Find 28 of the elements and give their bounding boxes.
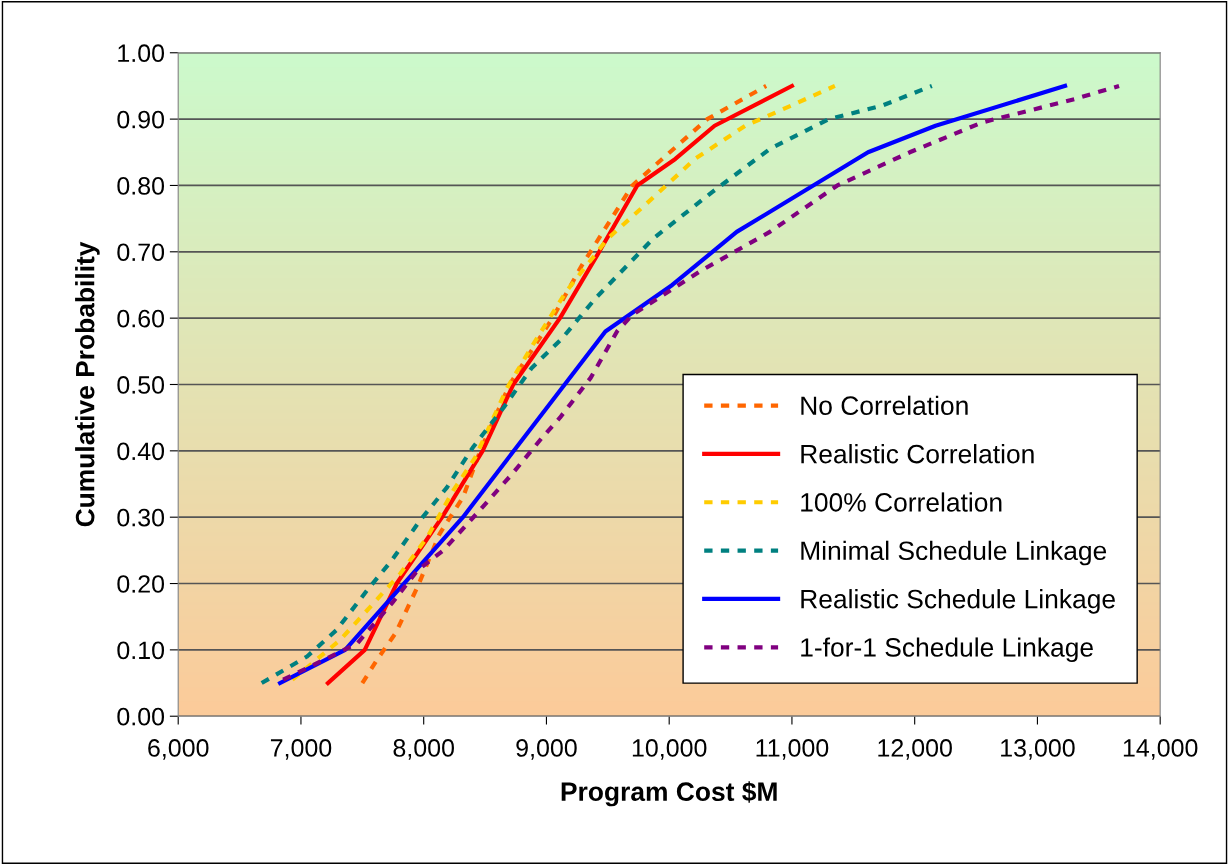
y-tick-label: 0.60 (117, 309, 165, 328)
legend-label: No Correlation (801, 395, 968, 416)
y-tick-label: 0.30 (117, 508, 165, 527)
legend-label: Realistic Correlation (801, 444, 1034, 464)
legend-label: Realistic Schedule Linkage (801, 589, 1115, 614)
x-tick-label: 13,000 (1001, 739, 1075, 760)
x-tick-label: 14,000 (1123, 739, 1198, 760)
y-tick-label: 0.20 (117, 575, 165, 593)
y-tick-label: 0.40 (117, 442, 165, 461)
x-tick-label: 6,000 (148, 739, 209, 760)
y-tick-label: 1.00 (118, 44, 165, 63)
legend-label: Minimal Schedule Linkage (801, 540, 1107, 566)
y-tick-label: 0.10 (117, 641, 165, 660)
x-tick-label: 10,000 (632, 739, 707, 760)
y-tick-label: 0.00 (117, 707, 165, 726)
x-tick-label: 9,000 (516, 739, 577, 760)
x-tick-label: 12,000 (878, 739, 952, 760)
x-tick-label: 8,000 (393, 739, 454, 760)
y-tick-label: 0.80 (117, 177, 165, 195)
legend-label: 1-for-1 Schedule Linkage (801, 637, 1093, 663)
x-tick-label: 7,000 (270, 739, 332, 760)
x-axis-title: Program Cost $M (561, 781, 777, 807)
y-tick-label: 0.90 (117, 110, 165, 129)
x-tick-label: 11,000 (756, 739, 829, 760)
y-axis-title: Cumulative Probability (75, 241, 100, 527)
y-tick-label: 0.70 (117, 243, 165, 262)
y-tick-label: 0.50 (117, 376, 165, 394)
legend-label: 100% Correlation (801, 492, 1002, 512)
